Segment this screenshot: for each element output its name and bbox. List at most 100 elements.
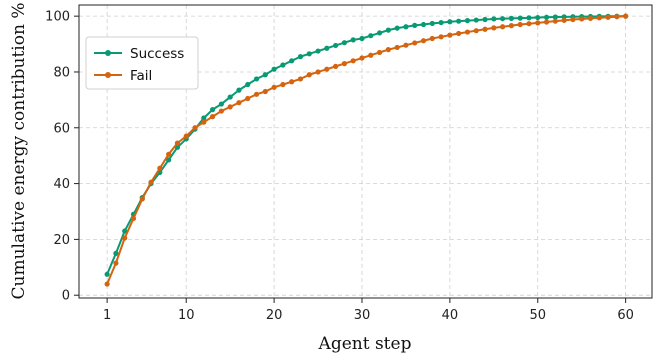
data-point-fail (227, 104, 233, 110)
data-point-success (385, 27, 391, 33)
data-point-success (473, 17, 479, 23)
data-point-success (315, 48, 321, 54)
data-point-success (526, 15, 532, 21)
y-tick-label: 20 (53, 233, 70, 248)
data-point-fail (561, 17, 567, 23)
data-point-success (456, 18, 462, 24)
series-success (104, 13, 629, 277)
data-point-fail (403, 42, 409, 48)
data-point-fail (535, 20, 541, 26)
data-point-success (280, 62, 286, 68)
data-point-fail (570, 16, 576, 23)
data-point-fail (508, 23, 514, 29)
data-point-fail (587, 15, 594, 21)
x-tick-label: 10 (178, 308, 195, 323)
data-point-fail (456, 30, 462, 37)
data-point-fail (359, 55, 365, 61)
data-point-fail (139, 196, 145, 202)
data-point-fail (438, 34, 444, 40)
data-point-success (552, 14, 558, 20)
data-point-success (333, 42, 339, 49)
data-point-success (394, 25, 400, 31)
data-point-success (122, 228, 128, 234)
data-point-success (253, 76, 260, 82)
data-point-fail (579, 16, 585, 22)
x-tick-label: 20 (266, 308, 283, 323)
x-tick-label: 1 (103, 308, 111, 323)
data-point-success (218, 101, 224, 107)
data-point-success (297, 54, 304, 60)
data-point-success (324, 45, 330, 51)
data-point-fail (368, 52, 374, 58)
data-point-fail (412, 40, 418, 46)
data-point-success (368, 33, 374, 39)
data-point-success (113, 250, 119, 256)
series-layer (104, 13, 629, 287)
y-tick-label: 100 (45, 10, 70, 25)
data-point-success (245, 81, 251, 88)
data-point-fail (192, 125, 198, 131)
data-point-fail (420, 38, 427, 44)
x-tick-label: 60 (617, 308, 634, 323)
legend-fail-label: Fail (130, 68, 152, 84)
data-point-fail (517, 21, 523, 28)
data-point-success (429, 20, 435, 27)
legend-success-label: Success (130, 46, 184, 62)
data-point-success (482, 16, 488, 23)
data-point-fail (297, 76, 304, 82)
data-point-success (227, 94, 233, 100)
data-point-success (447, 19, 453, 25)
y-tick-label: 80 (53, 65, 70, 80)
data-point-fail (491, 25, 497, 31)
data-point-success (499, 16, 506, 22)
data-point-fail (183, 133, 189, 139)
data-point-fail (385, 47, 391, 53)
data-point-fail (174, 140, 181, 146)
data-point-success (376, 30, 383, 36)
data-point-fail (394, 44, 400, 51)
data-point-fail (166, 151, 172, 157)
data-point-fail (236, 100, 242, 106)
data-point-fail (280, 81, 286, 88)
axis-ticks-layer: 1 10 20 30 40 50 60 0 20 40 60 80 100 (45, 10, 634, 323)
data-point-fail (306, 72, 312, 78)
data-point-success (104, 271, 110, 277)
data-point-fail (526, 21, 532, 27)
data-point-success (209, 107, 216, 113)
data-point-fail (324, 66, 330, 72)
data-point-success (236, 87, 242, 93)
data-point-success (262, 72, 268, 78)
data-point-success (517, 15, 523, 21)
data-point-fail (113, 260, 119, 266)
data-point-success (271, 66, 277, 72)
data-point-success (201, 115, 207, 121)
y-tick-label: 40 (53, 177, 70, 192)
data-point-success (306, 51, 312, 57)
legend-success-marker (105, 50, 111, 56)
data-point-fail (271, 84, 277, 90)
data-point-fail (552, 18, 558, 24)
data-point-success (403, 24, 409, 30)
data-point-fail (350, 58, 356, 64)
data-point-fail (333, 63, 339, 69)
x-tick-label: 30 (354, 308, 371, 323)
data-point-fail (447, 32, 453, 38)
data-point-success (341, 40, 348, 46)
data-point-fail (605, 14, 611, 20)
data-point-fail (262, 88, 268, 95)
data-point-success (166, 157, 172, 163)
data-point-fail (157, 165, 163, 171)
data-point-fail (104, 281, 110, 287)
plot-frame (78, 4, 653, 299)
data-point-fail (218, 108, 224, 114)
y-axis-label: Cumulative energy contribution % (9, 3, 29, 300)
data-point-fail (122, 235, 128, 241)
data-point-fail (130, 215, 137, 222)
legend: Success Fail (85, 36, 199, 90)
y-tick-label: 0 (62, 289, 70, 304)
data-point-success (350, 37, 356, 43)
data-point-fail (596, 15, 602, 21)
data-point-success (535, 14, 541, 21)
data-point-success (438, 19, 444, 26)
